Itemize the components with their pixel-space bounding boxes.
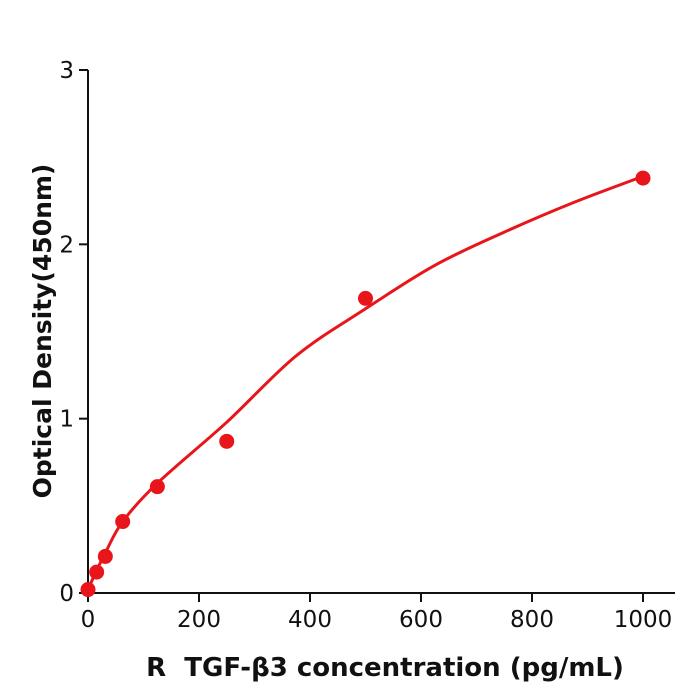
data-point (115, 514, 131, 530)
fit-curve (86, 174, 645, 592)
x-tick-label: 400 (288, 607, 332, 633)
data-point (149, 479, 165, 495)
x-tick-label: 800 (510, 607, 554, 633)
data-point (635, 170, 651, 186)
data-point (219, 433, 235, 449)
x-tick-label: 1000 (614, 607, 673, 633)
data-point (80, 582, 96, 598)
x-axis-title: R TGF-β3 concentration (pg/mL) (146, 653, 624, 683)
x-tick-label: 600 (399, 607, 443, 633)
data-point (97, 548, 113, 564)
x-tick-label: 0 (81, 607, 96, 633)
y-axis-title: Optical Density(450nm) (28, 163, 57, 499)
y-tick-label: 1 (59, 407, 74, 433)
y-tick-label: 2 (59, 232, 74, 258)
data-point (89, 564, 105, 580)
y-tick-label: 0 (59, 581, 74, 607)
x-tick-label: 200 (177, 607, 221, 633)
y-tick-label: 3 (59, 58, 74, 84)
data-point (358, 290, 373, 306)
